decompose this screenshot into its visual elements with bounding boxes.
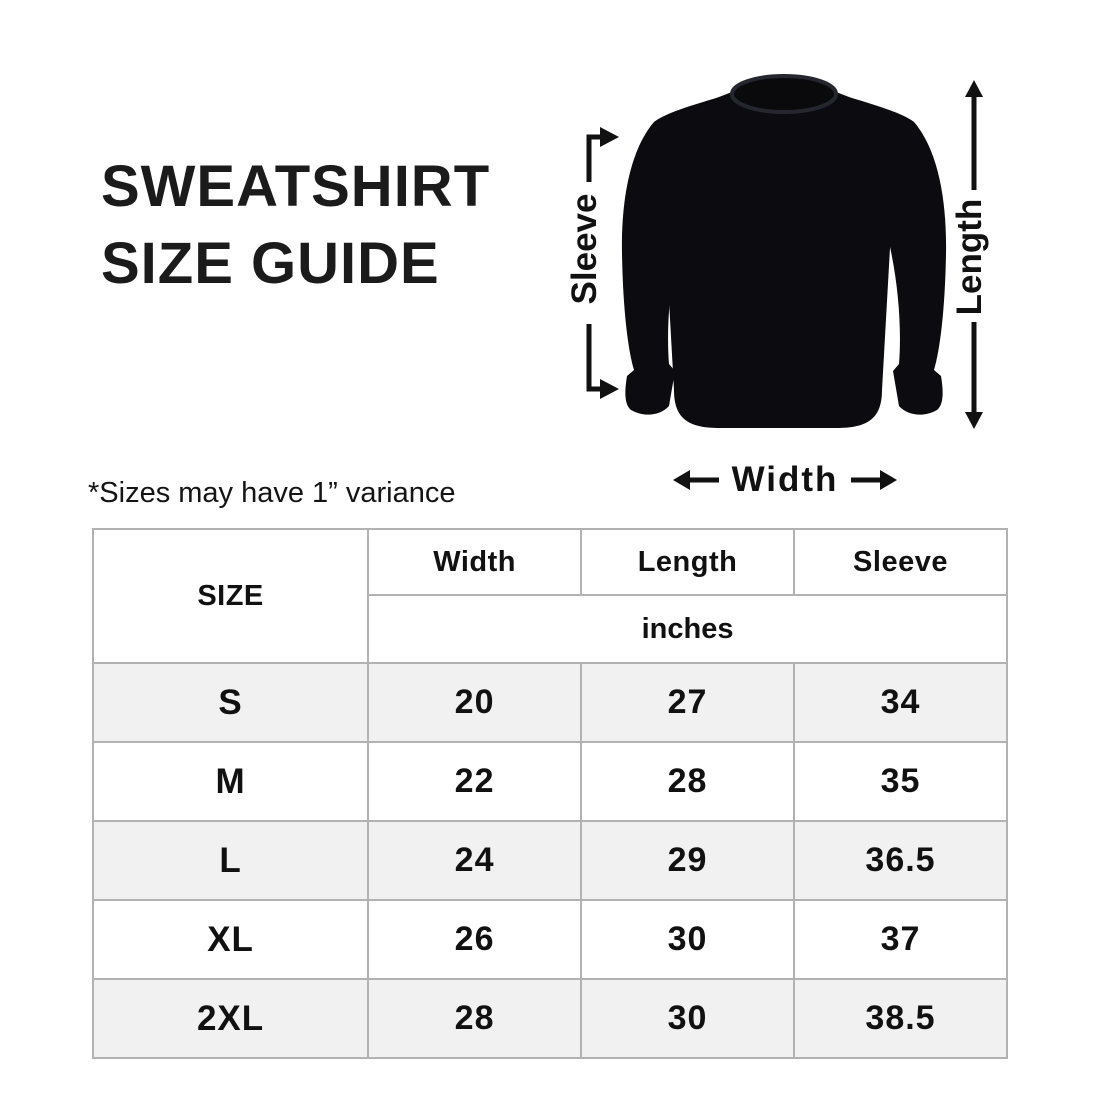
- width-cell: 28: [367, 978, 583, 1059]
- arrow-right-icon: [851, 470, 898, 490]
- width-axis-label: Width: [731, 460, 839, 499]
- size-table: SIZE Width Length Sleeve inches S 20 27 …: [91, 528, 1008, 1059]
- unit-header: inches: [367, 594, 1008, 664]
- table-row-xl: XL 26 30 37: [91, 899, 1008, 980]
- table-row-l: L 24 29 36.5: [91, 820, 1008, 901]
- size-cell: 2XL: [91, 978, 370, 1059]
- page-title: SWEATSHIRT SIZE GUIDE: [101, 148, 490, 302]
- size-cell: XL: [91, 899, 370, 980]
- title-line-1: SWEATSHIRT: [101, 154, 491, 219]
- length-cell: 30: [580, 899, 796, 980]
- sweatshirt-left-sleeve: [621, 94, 730, 415]
- arrow-left-icon: [672, 470, 719, 490]
- length-cell: 29: [580, 820, 796, 901]
- size-cell: S: [91, 662, 370, 743]
- width-cell: 26: [367, 899, 583, 980]
- length-cell: 28: [580, 741, 796, 822]
- sweatshirt-right-sleeve: [838, 94, 947, 415]
- sleeve-axis-label: Sleeve: [565, 193, 604, 305]
- width-column-header: Width: [367, 528, 583, 596]
- sleeve-column-header: Sleeve: [793, 528, 1008, 596]
- sleeve-cell: 34: [793, 662, 1008, 743]
- sleeve-cell: 36.5: [793, 820, 1008, 901]
- sweatshirt-image: [621, 74, 947, 428]
- length-axis-label: Length: [950, 198, 989, 316]
- sweatshirt-collar: [730, 74, 838, 114]
- sleeve-cell: 37: [793, 899, 1008, 980]
- variance-note: *Sizes may have 1” variance: [88, 477, 456, 509]
- table-row-m: M 22 28 35: [91, 741, 1008, 822]
- width-cell: 20: [367, 662, 583, 743]
- length-cell: 30: [580, 978, 796, 1059]
- title-line-2: SIZE GUIDE: [101, 231, 440, 296]
- sleeve-cell: 35: [793, 741, 1008, 822]
- size-cell: M: [91, 741, 370, 822]
- table-row-s: S 20 27 34: [91, 662, 1008, 743]
- width-cell: 22: [367, 741, 583, 822]
- size-column-header: SIZE: [91, 528, 370, 664]
- sweatshirt-body: [654, 82, 914, 428]
- sleeve-cell: 38.5: [793, 978, 1008, 1059]
- length-cell: 27: [580, 662, 796, 743]
- size-cell: L: [91, 820, 370, 901]
- length-column-header: Length: [580, 528, 796, 596]
- length-measure-arrow-icon: [965, 80, 983, 429]
- sleeve-measure-arrow-icon: [586, 127, 619, 399]
- width-measure: Width: [630, 460, 940, 500]
- width-cell: 24: [367, 820, 583, 901]
- table-row-2xl: 2XL 28 30 38.5: [91, 978, 1008, 1059]
